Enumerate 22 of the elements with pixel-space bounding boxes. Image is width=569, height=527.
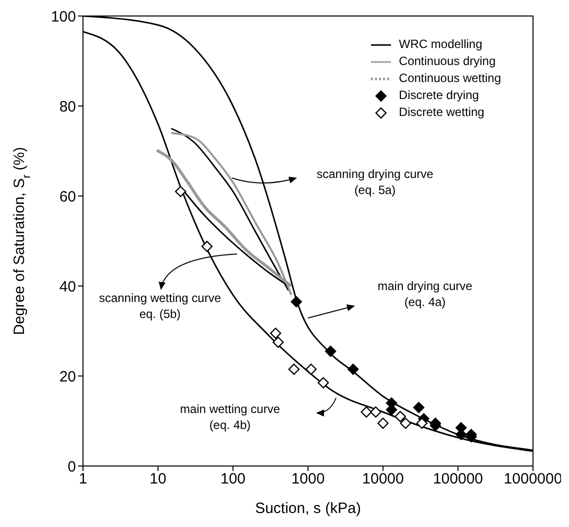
y-tick-label: 80 <box>59 98 76 116</box>
legend-label: Discrete drying <box>398 87 479 104</box>
x-tick-label: 10000 <box>362 470 404 488</box>
annotation: main drying curve (eq. 4a) <box>378 279 473 309</box>
y-tick-label: 0 <box>68 458 76 476</box>
x-tick-label: 1000 <box>291 470 325 488</box>
x-tick-label: 10 <box>150 470 166 488</box>
y-tick-label: 40 <box>59 278 76 296</box>
legend-label: Discrete wetting <box>398 104 484 121</box>
legend-label: WRC modelling <box>398 36 482 53</box>
legend-label: Continuous wetting <box>398 70 501 87</box>
y-tick-label: 60 <box>59 188 76 206</box>
legend-label: Continuous drying <box>398 53 496 70</box>
x-tick-label: 1 <box>78 470 88 488</box>
annotation: scanning wetting curve eq. (5b) <box>98 291 222 321</box>
annotation: scanning drying curve (eq. 5a) <box>316 167 434 197</box>
y-tick-label: 20 <box>59 368 76 386</box>
x-tick-label: 100 <box>220 470 246 488</box>
x-axis-title: Suction, s (kPa) <box>255 500 361 517</box>
x-tick-label: 100000 <box>432 470 484 488</box>
y-tick-label: 100 <box>50 8 76 26</box>
annotation: main wetting curve (eq. 4b) <box>180 402 280 432</box>
